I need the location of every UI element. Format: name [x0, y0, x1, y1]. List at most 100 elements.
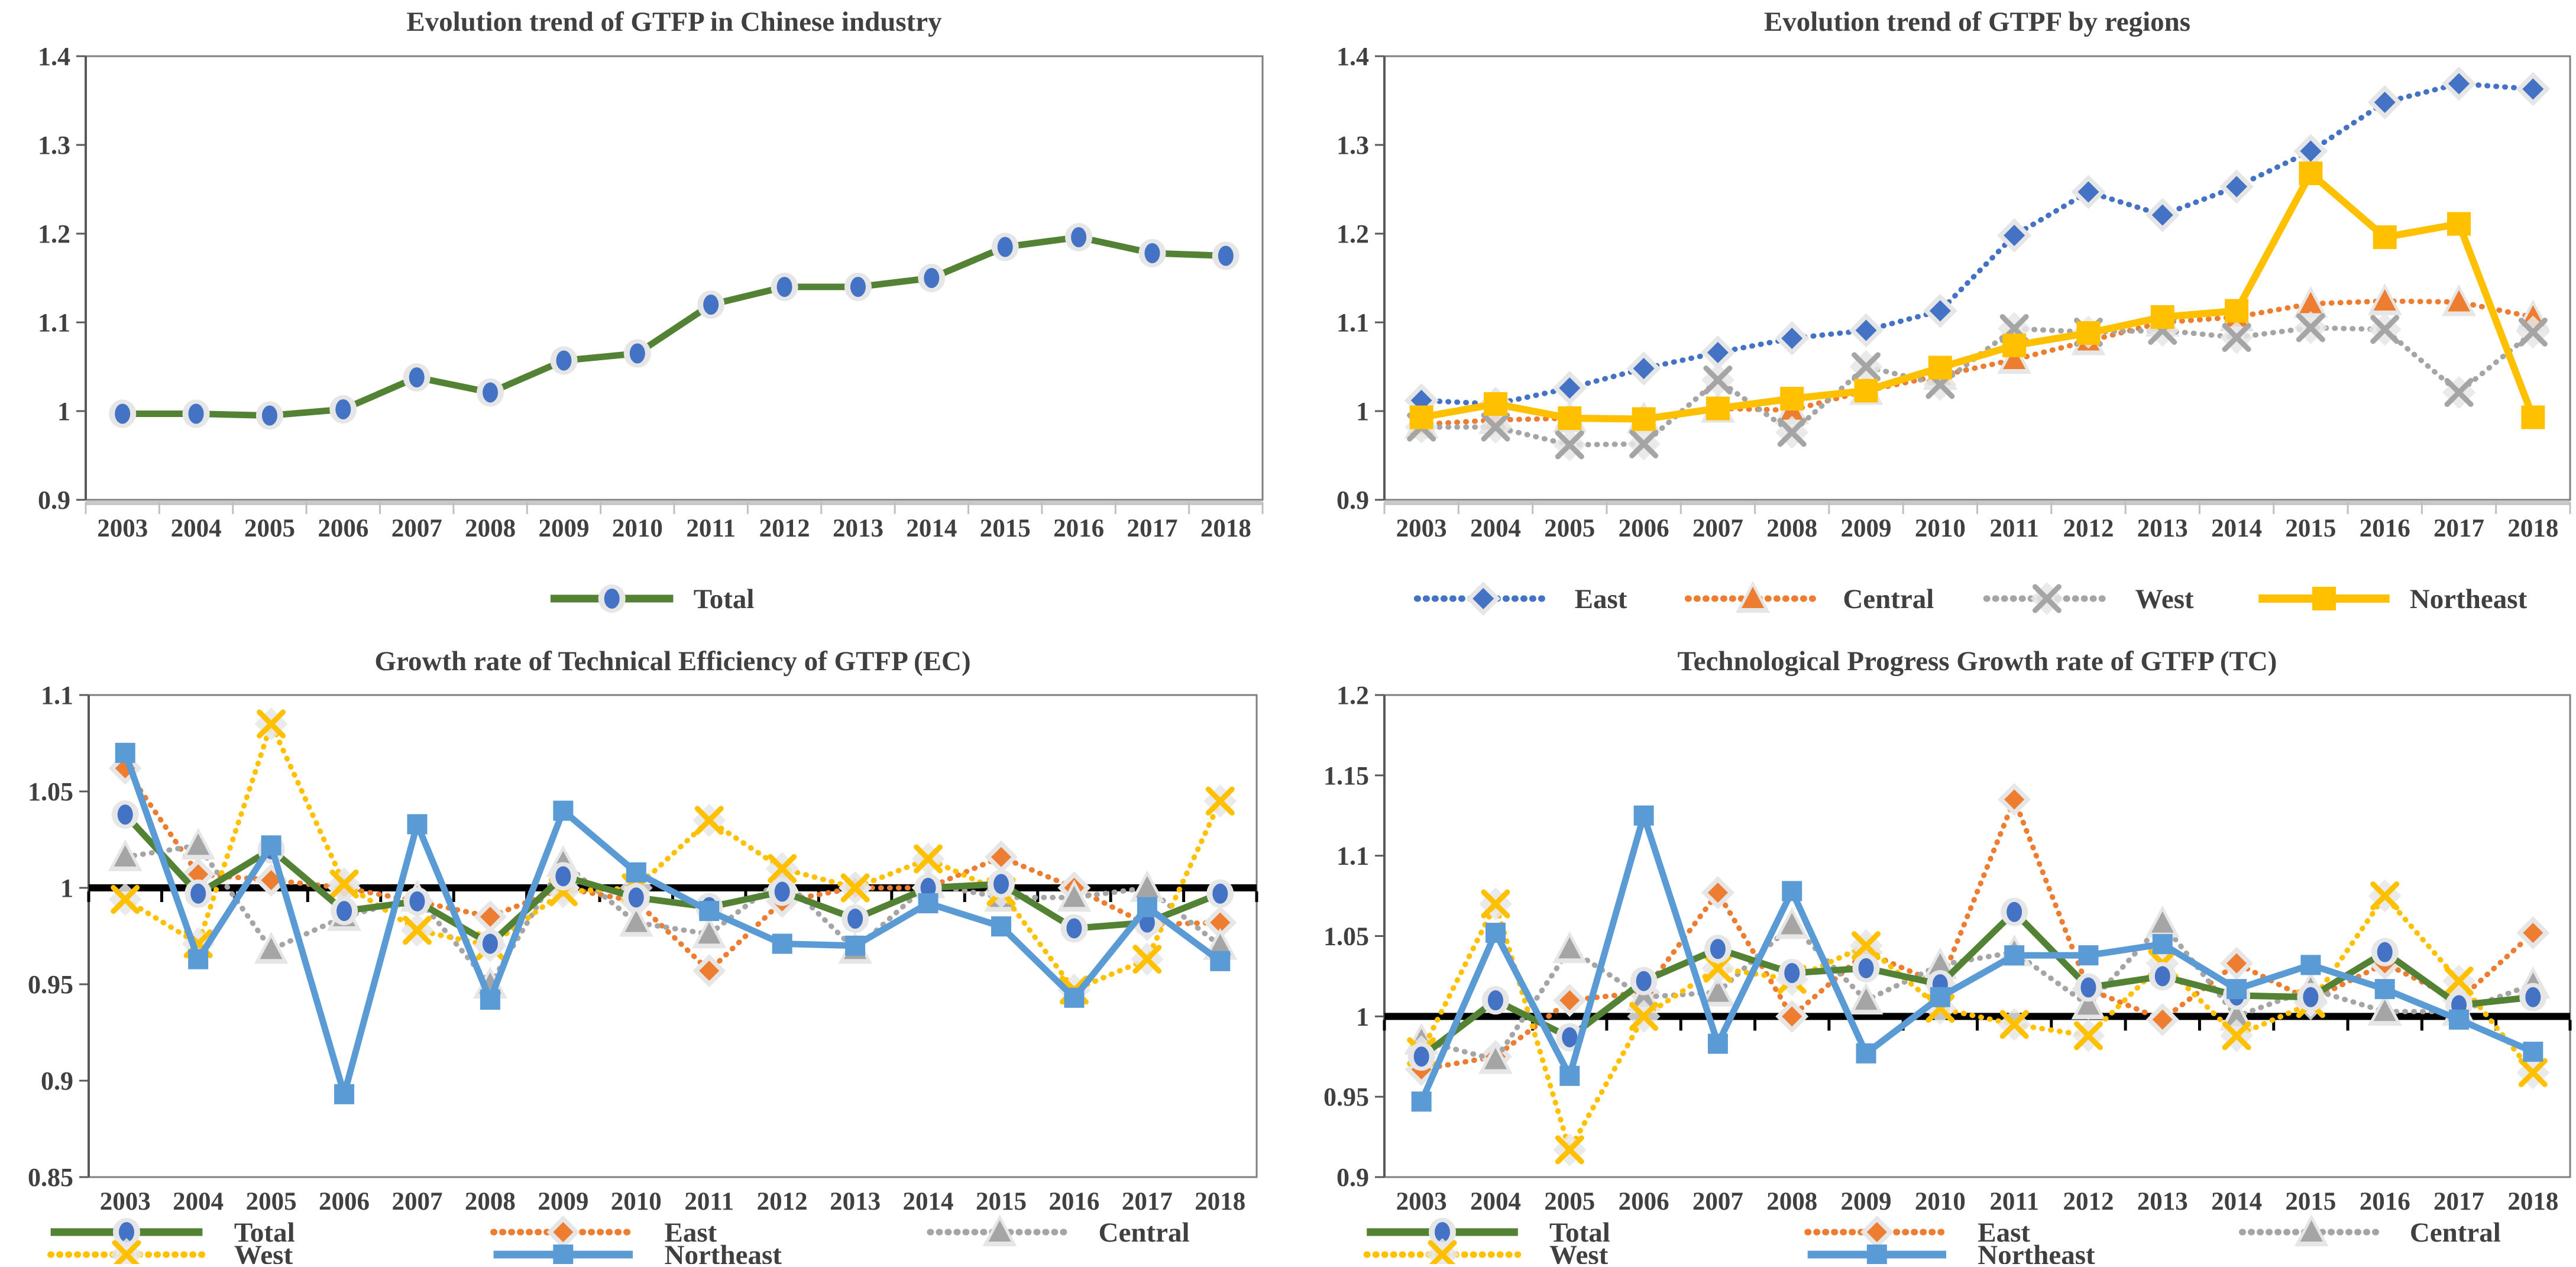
x-tick-label: 2009: [538, 1188, 588, 1216]
x-tick-label: 2015: [980, 515, 1031, 542]
series-marker: [2077, 993, 2100, 1015]
x-tick-label: 2007: [1692, 1188, 1743, 1216]
series-marker: [604, 589, 620, 609]
legend-item: Central: [1684, 581, 1934, 615]
x-tick-label: 2013: [830, 1188, 881, 1216]
x-tick-label: 2018: [2507, 1188, 2558, 1216]
x-tick-label: 2010: [1915, 515, 1966, 542]
x-tick-label: 2005: [1544, 1188, 1595, 1216]
chart-title: Evolution trend of GTFP in Chinese indus…: [406, 7, 942, 37]
series-marker: [2222, 1021, 2251, 1051]
series-marker: [1555, 430, 1584, 460]
series-marker: [1782, 881, 1802, 901]
legend-label: Total: [234, 1217, 295, 1248]
legend-item: Northeast: [493, 1240, 782, 1267]
y-tick-label: 0.85: [28, 1163, 73, 1192]
series-marker: [1632, 985, 1655, 1007]
y-tick-label: 1: [1356, 397, 1369, 426]
y-tick-label: 1.3: [38, 131, 70, 160]
series-marker: [2374, 979, 2395, 1000]
x-tick-label: 2014: [906, 515, 957, 542]
legend-label: Northeast: [2410, 584, 2528, 615]
series-marker: [1858, 958, 1874, 978]
x-tick-label: 2009: [538, 515, 589, 542]
series-markers: [1409, 161, 2545, 431]
legend-item: West: [1983, 582, 2194, 615]
series-markers: [115, 742, 1231, 1104]
series-marker: [261, 835, 281, 856]
chart-svg: Evolution trend of GTPF by regions 0.9 1 1.…: [1336, 7, 2571, 616]
chart-gtpf-regions: Evolution trend of GTPF by regions 0.9 1 1.…: [1316, 0, 2576, 636]
series-marker: [1706, 980, 1729, 1002]
series-marker: [2300, 955, 2321, 975]
series-marker: [847, 909, 863, 929]
series-marker: [1562, 1027, 1578, 1048]
series-marker: [1555, 1135, 1584, 1165]
series-marker: [1210, 951, 1231, 971]
series-marker: [261, 405, 277, 426]
series-marker: [2299, 161, 2323, 185]
series-line: [122, 842, 1223, 987]
series-marker: [2373, 225, 2397, 249]
series-marker: [553, 800, 574, 821]
chart-svg: Evolution trend of GTFP in Chinese indus…: [38, 7, 1264, 615]
series-marker: [2296, 313, 2325, 342]
y-tick-label: 1.1: [41, 681, 73, 710]
series-marker: [1139, 912, 1155, 933]
series-marker: [924, 268, 940, 288]
y-tick-label: 1.2: [1336, 681, 1369, 710]
legend-item: Central: [2239, 1214, 2501, 1248]
series-marker: [555, 866, 571, 887]
legend-item: Total: [1367, 1217, 1610, 1248]
series-marker: [2077, 181, 2099, 203]
series-marker: [2522, 78, 2544, 100]
series-marker: [991, 916, 1011, 937]
series-marker: [2448, 73, 2470, 95]
series-marker: [483, 382, 499, 403]
series-marker: [699, 961, 720, 981]
series-marker: [2076, 321, 2101, 345]
series-marker: [1852, 352, 1881, 382]
series-marker: [1707, 883, 1728, 903]
series-marker: [2300, 1220, 2323, 1242]
x-tick-label: 2005: [244, 515, 295, 542]
y-tick-label: 0.9: [38, 486, 70, 515]
series-markers: [109, 223, 1240, 430]
series-marker: [1132, 945, 1162, 974]
series-marker: [988, 1220, 1011, 1242]
series-marker: [840, 873, 870, 903]
series-marker: [772, 933, 792, 954]
series-line: [1419, 325, 2536, 448]
legend-label: East: [1575, 584, 1627, 615]
chart-gtfp-tc: Technological Progress Growth rate of GT…: [1316, 636, 2576, 1267]
legend-label: Central: [1843, 584, 1934, 615]
series-marker: [1409, 405, 1433, 429]
series-marker: [2222, 323, 2251, 352]
series-marker: [2370, 315, 2400, 344]
x-tick-label: 2009: [1841, 1188, 1892, 1216]
chart-svg: Technological Progress Growth rate of GT…: [1323, 646, 2572, 1267]
series-line: [1419, 920, 2536, 1063]
series-marker: [920, 878, 936, 898]
series-marker: [2447, 212, 2471, 236]
series-marker: [1435, 1222, 1450, 1242]
series-marker: [407, 814, 428, 835]
series-marker: [1487, 990, 1503, 1011]
series-marker: [188, 864, 209, 885]
series-marker: [1777, 418, 1807, 447]
series-marker: [2312, 587, 2336, 610]
chart-gtfp-total: Evolution trend of GTFP in Chinese indus…: [0, 0, 1266, 636]
x-tick-label: 2005: [1544, 515, 1595, 542]
x-tick-label: 2016: [1053, 515, 1104, 542]
series-marker: [2152, 934, 2173, 955]
series-marker: [2377, 942, 2393, 962]
series-marker: [2300, 140, 2322, 162]
series-marker: [402, 916, 432, 945]
chart-gtfp-ec: Growth rate of Technical Efficiency of G…: [0, 636, 1266, 1267]
series-marker: [694, 806, 724, 835]
x-tick-label: 2017: [1127, 515, 1177, 542]
plot-border: [1383, 55, 2571, 501]
x-tick-label: 2010: [612, 515, 663, 542]
series-marker: [1428, 1240, 1457, 1267]
series-marker: [1856, 1043, 1876, 1064]
